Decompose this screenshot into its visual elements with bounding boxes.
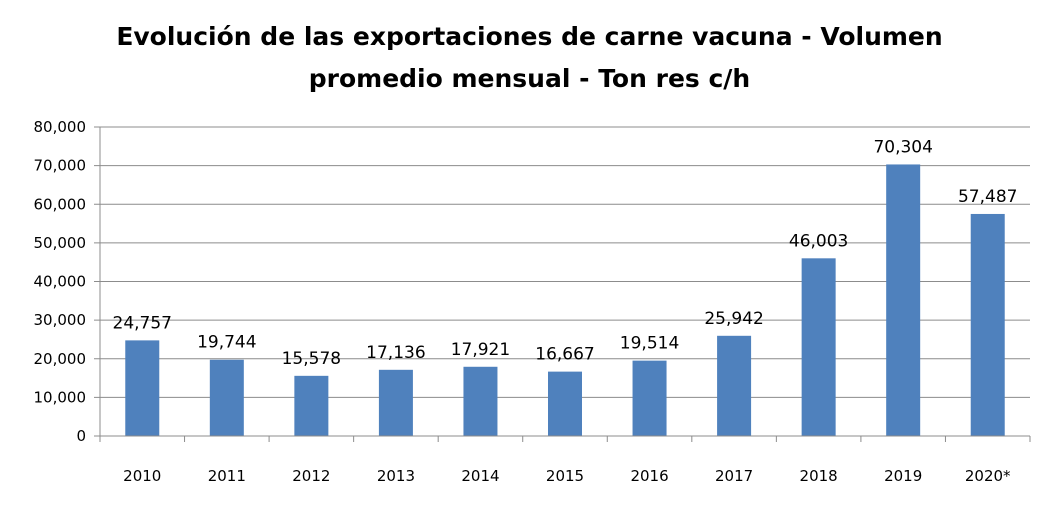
y-tick-label: 50,000 <box>34 234 87 252</box>
x-tick-label: 2012 <box>292 467 330 485</box>
y-tick-label: 10,000 <box>34 388 87 406</box>
data-labels: 24,757 19,744 15,578 17,136 17,921 16,667 19,5… <box>113 137 1018 368</box>
bar-2019 <box>886 164 921 436</box>
data-label: 17,921 <box>451 340 510 360</box>
bar-2014 <box>463 366 498 436</box>
x-tick-label: 2018 <box>800 467 838 485</box>
x-tick-label: 2020* <box>965 467 1011 485</box>
y-tick-label: 20,000 <box>34 350 87 368</box>
x-tick-label: 2014 <box>461 467 499 485</box>
bar-2018 <box>801 258 836 436</box>
x-tick-label: 2010 <box>123 467 161 485</box>
bars <box>125 164 1005 436</box>
chart-title-line-2: promedio mensual - Ton res c/h <box>308 64 751 93</box>
bar-2017 <box>717 335 752 436</box>
chart-title-line-1: Evolución de las exportaciones de carne … <box>116 22 943 51</box>
x-tick-label: 2013 <box>377 467 415 485</box>
bar-2010 <box>125 340 160 436</box>
data-label: 16,667 <box>535 345 594 365</box>
y-tick-label: 70,000 <box>34 157 87 175</box>
y-tick-label: 40,000 <box>34 273 87 291</box>
data-label: 46,003 <box>789 231 848 251</box>
x-tick-label: 2011 <box>208 467 246 485</box>
data-label: 25,942 <box>704 309 763 329</box>
bar-2011 <box>209 359 244 436</box>
data-label: 15,578 <box>282 349 341 369</box>
data-label: 70,304 <box>873 137 932 157</box>
bar-2013 <box>378 369 413 436</box>
axes <box>94 126 1031 442</box>
data-label: 19,514 <box>620 334 679 354</box>
y-tick-label: 60,000 <box>34 195 87 213</box>
bar-2020 <box>970 213 1005 436</box>
data-label: 19,744 <box>197 333 256 353</box>
bar-2016 <box>632 360 667 436</box>
x-tick-label: 2019 <box>884 467 922 485</box>
x-tick-label: 2017 <box>715 467 753 485</box>
y-tick-label: 30,000 <box>34 311 87 329</box>
bar-2012 <box>294 375 329 436</box>
x-tick-label: 2015 <box>546 467 584 485</box>
gridlines <box>100 126 1030 398</box>
data-label: 24,757 <box>113 313 172 333</box>
chart-title: Evolución de las exportaciones de carne … <box>0 16 1059 100</box>
y-tick-label: 80,000 <box>34 118 87 136</box>
bar-2015 <box>548 371 582 436</box>
x-tick-labels: 2010 2011 2012 2013 2014 2015 2016 2017 2018 2019… <box>123 467 1011 485</box>
y-tick-labels: 0 10,000 20,000 30,000 40,000 50,000 60,000 70,… <box>34 118 87 445</box>
data-label: 57,487 <box>958 187 1017 207</box>
y-tick-label: 0 <box>76 427 86 445</box>
x-tick-label: 2016 <box>630 467 668 485</box>
data-label: 17,136 <box>366 343 425 363</box>
